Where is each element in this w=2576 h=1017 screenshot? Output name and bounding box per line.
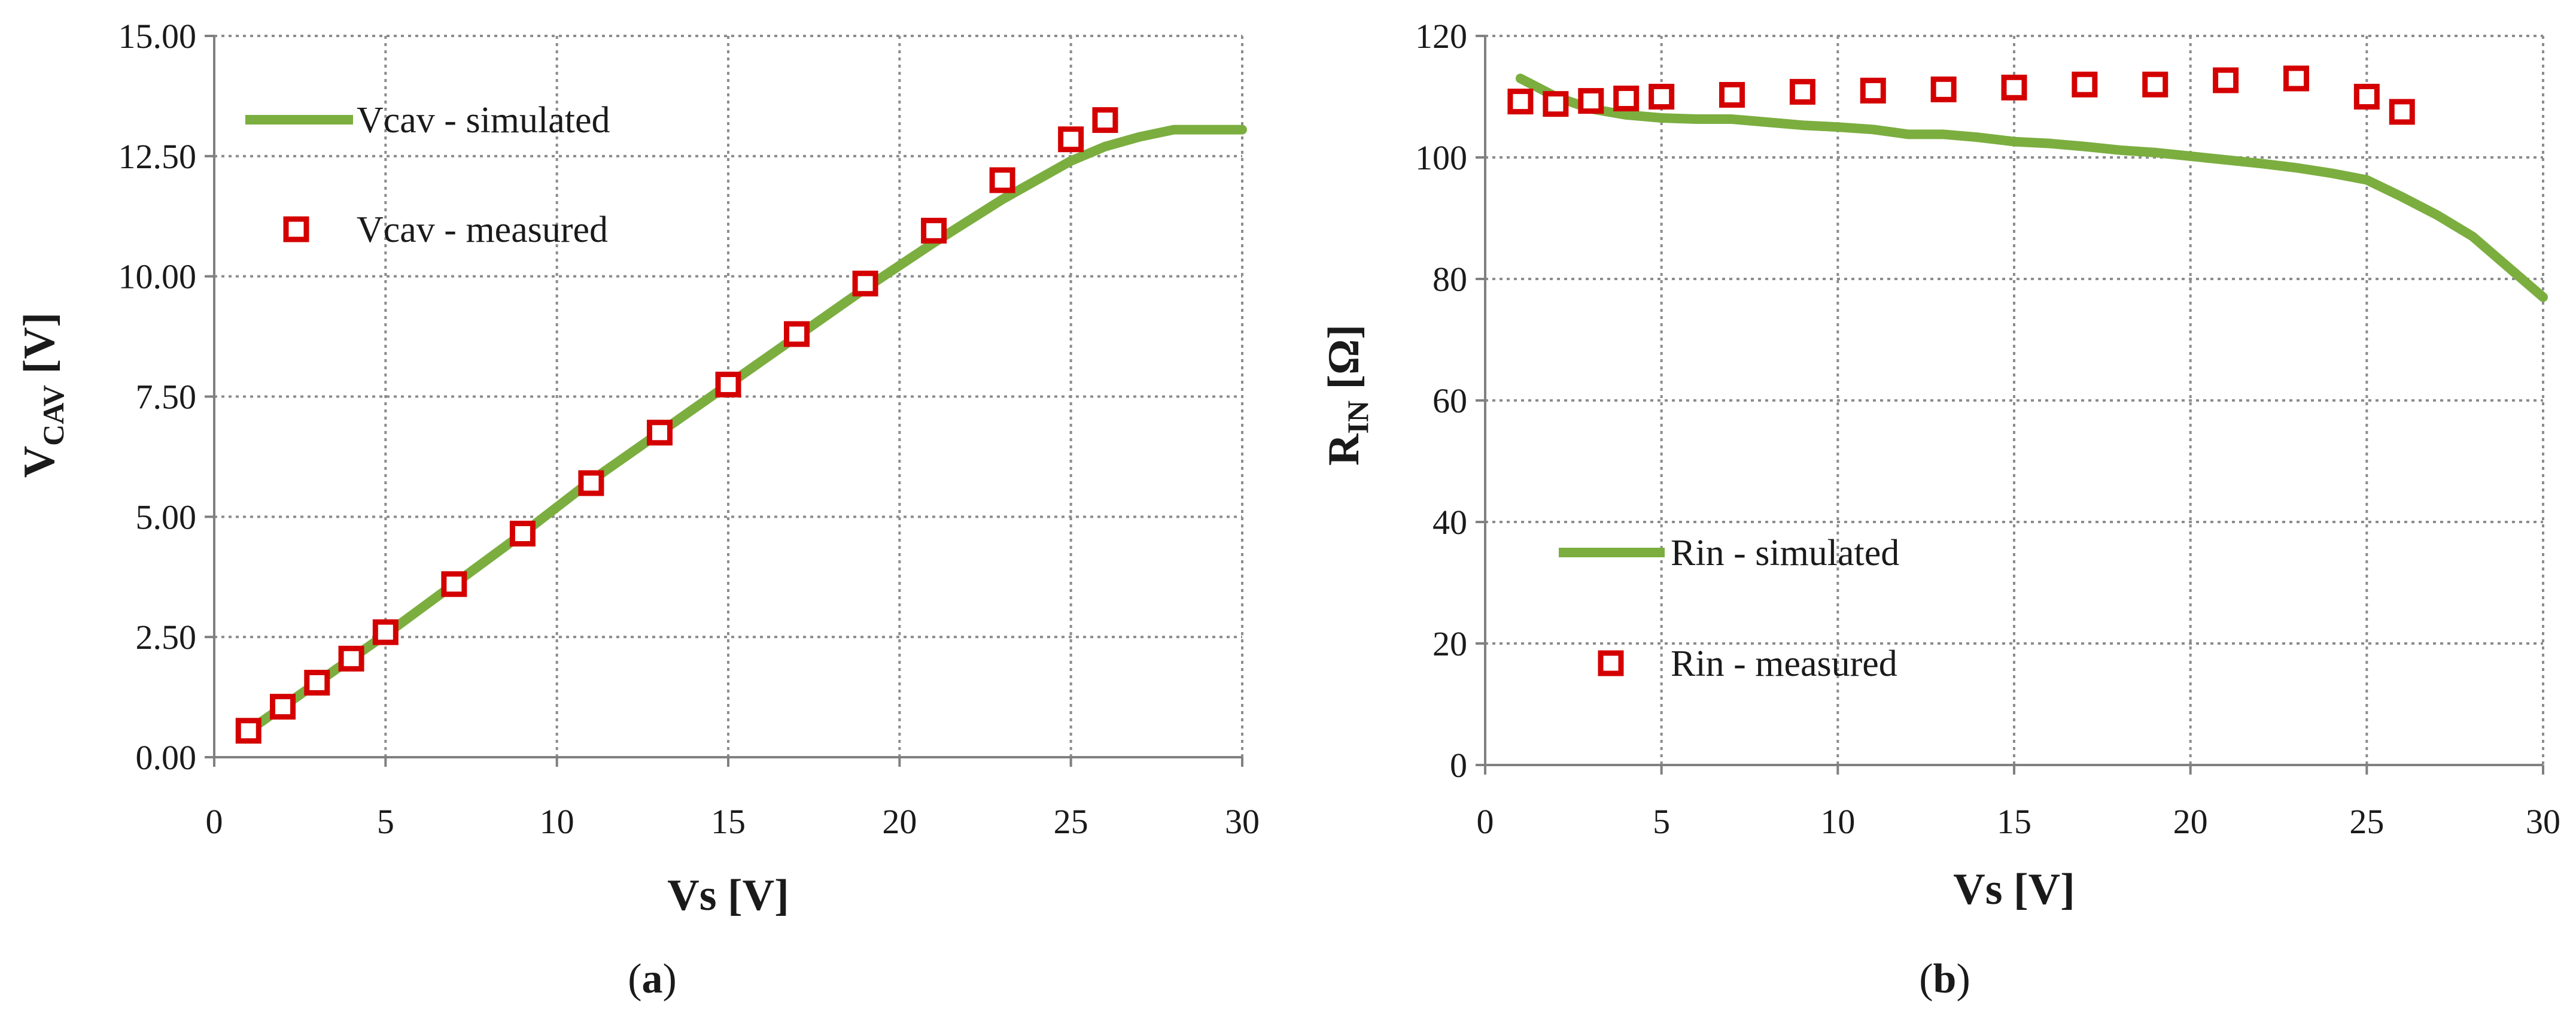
- y-axis-title-unit: [Ω]: [1319, 324, 1368, 400]
- data-point-measured: [852, 271, 878, 297]
- x-tick-label: 10: [540, 802, 574, 841]
- x-tick-label: 15: [1997, 802, 2031, 841]
- y-tick-label: 2.50: [136, 618, 197, 657]
- data-point-measured: [1578, 88, 1604, 114]
- data-point-measured: [715, 371, 741, 397]
- data-point-measured: [1092, 107, 1118, 133]
- data-point-measured: [235, 718, 261, 744]
- x-tick-label: 5: [1653, 802, 1670, 841]
- data-point-measured: [2353, 84, 2380, 110]
- x-tick-label: 15: [711, 802, 746, 841]
- y-axis-title: RIN [Ω]: [1319, 324, 1374, 466]
- data-point-measured: [372, 619, 399, 645]
- panel-b-chart: 0 20 40 60 80 100 120 0 5 10 15 20 25 30 Vs [V] RIN [Ω]…: [1319, 17, 2560, 1002]
- data-point-measured: [578, 470, 604, 496]
- legend-label-measured: Rin - measured: [1671, 643, 1897, 684]
- data-point-measured: [2142, 71, 2169, 98]
- data-point-measured: [784, 321, 810, 347]
- panel-label-close: ): [1956, 956, 1970, 1002]
- x-tick-label: 25: [2349, 802, 2384, 841]
- y-tick-label: 40: [1433, 503, 1467, 542]
- y-tick-label: 10.00: [118, 257, 197, 296]
- data-point-measured: [1507, 89, 1534, 115]
- panel-label: (b): [1919, 956, 1970, 1002]
- data-point-measured: [304, 669, 330, 696]
- y-tick-label: 100: [1415, 138, 1467, 177]
- x-tick-label: 25: [1054, 802, 1088, 841]
- x-tick-label: 10: [1820, 802, 1855, 841]
- data-point-measured: [509, 520, 536, 547]
- x-tick-label: 30: [1225, 802, 1260, 841]
- x-axis-title: Vs [V]: [667, 871, 789, 920]
- data-point-measured: [1719, 81, 1745, 108]
- y-tick-label: 12.50: [118, 137, 197, 176]
- data-point-measured: [646, 420, 673, 446]
- data-point-measured: [2072, 71, 2098, 98]
- x-tick-label: 20: [2173, 802, 2208, 841]
- data-point-measured: [921, 217, 947, 244]
- data-point-measured: [338, 645, 364, 672]
- y-tick-label: 0.00: [136, 738, 197, 777]
- y-tick-label: 80: [1433, 260, 1467, 299]
- data-point-measured: [1543, 91, 1569, 117]
- y-axis-title-unit: [V]: [15, 312, 64, 385]
- series-line-simulated: [1515, 74, 2548, 302]
- data-point-measured: [441, 571, 467, 597]
- panel-label: (a): [628, 956, 677, 1002]
- data-point-measured: [2213, 67, 2239, 93]
- data-point-measured: [1613, 86, 1640, 112]
- panel-label-letter: a: [642, 956, 663, 1002]
- y-axis-title-subscript: CAV: [37, 385, 70, 446]
- y-axis-title-subscript: IN: [1341, 400, 1374, 434]
- panel-label-open: (: [628, 956, 641, 1002]
- panel-label-letter: b: [1933, 956, 1957, 1002]
- y-tick-label: 60: [1433, 381, 1467, 420]
- y-tick-label: 7.50: [136, 378, 197, 417]
- data-point-measured: [1789, 78, 1815, 105]
- x-tick-label: 20: [882, 802, 917, 841]
- panel-label-close: ): [663, 956, 677, 1002]
- y-tick-label: 120: [1415, 17, 1467, 56]
- data-point-measured: [1930, 76, 1957, 102]
- legend: Vcav - simulated Vcav - measured: [245, 100, 610, 250]
- data-point-measured: [989, 167, 1015, 193]
- data-point-measured: [2283, 65, 2309, 92]
- data-point-measured: [1058, 126, 1084, 153]
- legend-label-measured: Vcav - measured: [357, 210, 608, 250]
- y-tick-label: 15.00: [118, 17, 197, 56]
- panel-label-open: (: [1919, 956, 1933, 1002]
- x-axis-title: Vs [V]: [1953, 865, 2075, 914]
- data-point-measured: [1649, 84, 1675, 110]
- y-axis-title-main: V: [15, 446, 64, 478]
- data-point-measured: [2389, 99, 2415, 125]
- legend: Rin - simulated Rin - measured: [1559, 533, 1899, 684]
- data-point-measured: [1860, 77, 1886, 104]
- legend-label-simulated: Rin - simulated: [1671, 533, 1899, 573]
- y-axis-title-main: R: [1319, 433, 1368, 466]
- data-point-measured: [2001, 74, 2027, 101]
- x-tick-label: 5: [377, 802, 394, 841]
- legend-swatch-measured: [1598, 650, 1624, 676]
- panel-a-chart: 0.00 2.50 5.00 7.50 10.00 12.50 15.00 0 5 10 15 20 2…: [15, 17, 1260, 1002]
- legend-label-simulated: Vcav - simulated: [357, 100, 610, 141]
- x-tick-label: 0: [1477, 802, 1494, 841]
- y-axis-title: VCAV [V]: [15, 312, 70, 478]
- x-tick-label: 30: [2526, 802, 2560, 841]
- y-tick-label: 20: [1433, 624, 1467, 663]
- y-tick-label: 5.00: [136, 497, 197, 536]
- y-tick-label: 0: [1450, 746, 1467, 785]
- data-point-measured: [270, 694, 296, 720]
- x-tick-label: 0: [206, 802, 223, 841]
- legend-swatch-measured: [283, 216, 309, 242]
